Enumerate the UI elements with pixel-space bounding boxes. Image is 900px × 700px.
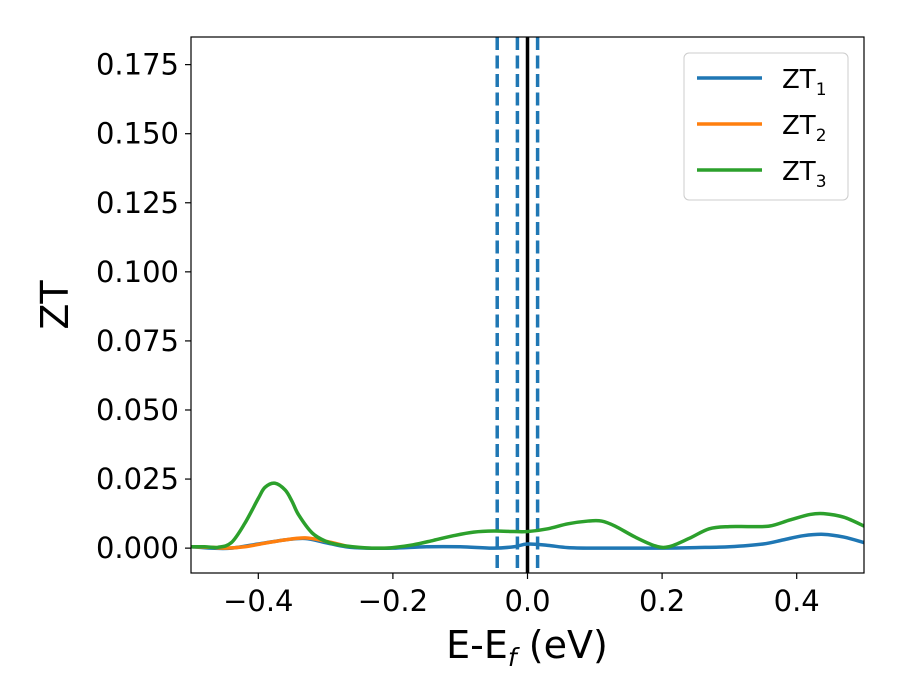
x-axis-label-unit: (eV) [517, 623, 608, 667]
x-tick-label: 0.2 [639, 584, 685, 618]
x-axis-ticks: −0.4 −0.2 0.0 0.2 0.4 [223, 573, 820, 618]
y-axis-label: ZT [33, 280, 77, 330]
x-tick-label: −0.4 [223, 584, 293, 618]
legend-box [683, 52, 849, 201]
x-axis-label: E-Ef (eV) [446, 623, 608, 672]
legend-entry-name: ZT [782, 111, 816, 141]
x-tick-label: −0.2 [358, 584, 428, 618]
y-tick-label: 0.175 [96, 48, 179, 82]
y-tick-label: 0.100 [96, 255, 179, 289]
legend-entry-subscript: 3 [816, 172, 827, 192]
legend-entry-subscript: 1 [816, 80, 827, 100]
x-tick-label: 0.4 [774, 584, 820, 618]
legend-entry-zt3: ZT3 [782, 157, 827, 192]
legend-entry-zt2: ZT2 [782, 111, 827, 146]
y-axis-ticks: 0.000 0.025 0.050 0.075 0.100 0.125 0.150 0.175 [96, 48, 191, 565]
series-line-zt3 [191, 481, 864, 550]
series-lines [191, 481, 864, 551]
legend-entry-name: ZT [782, 65, 816, 95]
legend-entry-subscript: 2 [816, 126, 827, 146]
y-tick-label: 0.150 [96, 117, 179, 151]
y-tick-label: 0.050 [96, 393, 179, 427]
y-tick-label: 0.000 [96, 531, 179, 565]
vertical-reference-lines [495, 37, 540, 573]
x-tick-label: 0.0 [504, 584, 550, 618]
y-tick-label: 0.025 [96, 462, 179, 496]
legend-entry-zt1: ZT1 [782, 65, 827, 100]
y-tick-label: 0.125 [96, 186, 179, 220]
y-tick-label: 0.075 [96, 324, 179, 358]
legend-entry-name: ZT [782, 157, 816, 187]
